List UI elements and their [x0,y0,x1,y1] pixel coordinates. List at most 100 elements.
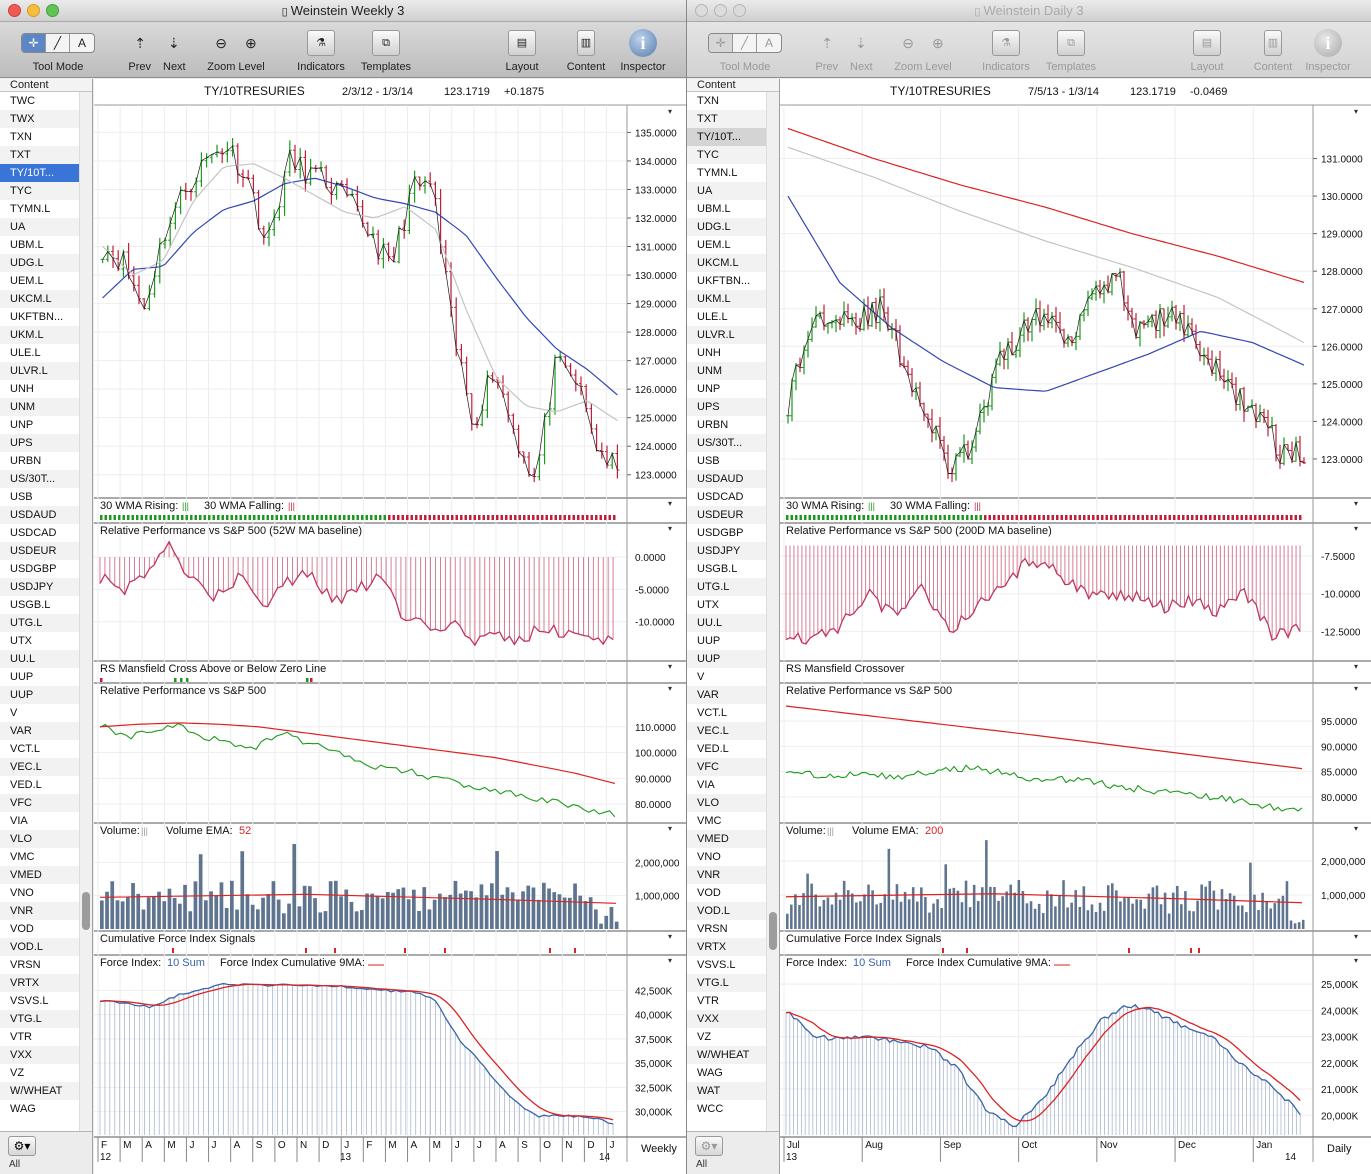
list-item[interactable]: VNR [687,866,767,884]
list-item[interactable]: ULVR.L [687,326,767,344]
list-item[interactable]: VTR [697,995,719,1007]
list-item[interactable]: UNP [697,383,721,395]
gear-icon[interactable]: ⚙▾ [8,1136,36,1156]
list-item[interactable]: ULE.L [697,311,728,323]
list-item[interactable]: UU.L [687,614,767,632]
list-item[interactable]: USDAUD [0,506,80,524]
prev-button[interactable]: Prev [128,61,151,73]
list-item[interactable]: URBN [697,419,729,431]
minimize-button[interactable] [714,4,727,17]
list-item[interactable]: UKM.L [0,326,80,344]
all-filter-label[interactable]: All [9,1159,21,1170]
list-item[interactable]: UKFTBN... [697,275,751,287]
list-item[interactable]: VCT.L [697,707,727,719]
list-item[interactable]: VNO [10,887,34,899]
list-item[interactable]: V [697,671,705,683]
layout-button[interactable]: Layout [1190,61,1224,73]
list-item[interactable]: VLO [687,794,767,812]
list-item[interactable]: VTG.L [0,1010,80,1028]
list-item[interactable]: VMED [0,866,80,884]
list-item[interactable]: VSVS.L [10,995,49,1007]
list-item[interactable]: VOD [10,923,34,935]
list-item[interactable]: TWX [0,110,80,128]
list-item[interactable]: W/WHEAT [687,1046,767,1064]
prev-button[interactable]: Prev [815,61,838,73]
list-item[interactable]: VFC [687,758,767,776]
list-item[interactable]: USDGBP [697,527,744,539]
info-icon[interactable]: i [1314,29,1342,57]
list-item[interactable]: UPS [0,434,80,452]
content-icon[interactable]: ▥ [577,30,595,56]
prev-arrow-icon[interactable]: ⇡ [821,34,833,51]
crosshair-icon[interactable]: ✛ [22,34,46,52]
list-item[interactable]: WCC [697,1103,724,1115]
list-item[interactable]: ULVR.L [0,362,80,380]
list-item[interactable]: W/WHEAT [0,1082,80,1100]
list-item[interactable]: TXT [687,110,767,128]
zoom-in-icon[interactable]: ⊕ [245,34,257,51]
list-item[interactable]: USDGBP [10,563,57,575]
crosshair-icon[interactable]: ✛ [709,34,733,52]
tool-mode-segment[interactable]: ✛ ╱ A [708,33,782,53]
indicators-icon[interactable]: ⚗ [307,30,335,56]
list-item[interactable]: VSVS.L [697,959,736,971]
list-item[interactable]: VOD.L [687,902,767,920]
list-item[interactable]: VCT.L [10,743,40,755]
scroll-thumb[interactable] [769,912,777,950]
line-tool-icon[interactable]: ╱ [733,34,757,52]
list-item[interactable]: VTG.L [687,974,767,992]
list-item[interactable]: VAR [0,722,80,740]
indicators-button[interactable]: Indicators [982,61,1030,73]
indicators-icon[interactable]: ⚗ [992,30,1020,56]
list-item[interactable]: UA [0,218,80,236]
sidebar-scrollbar[interactable] [766,92,779,1131]
zoom-in-icon[interactable]: ⊕ [932,34,944,51]
list-item[interactable]: VIA [10,815,28,827]
list-item[interactable]: UEM.L [10,275,44,287]
list-item[interactable]: TY/10T... [687,128,767,146]
list-item[interactable]: TXN [10,131,32,143]
right-chart-area[interactable]: TY/10TRESURIES 7/5/13 - 1/3/14 123.1719 -0.… [780,79,1371,1174]
list-item[interactable]: US/30T... [687,434,767,452]
list-item[interactable]: VAR [687,686,767,704]
content-button[interactable]: Content [1253,61,1293,73]
list-item[interactable]: UKCM.L [0,290,80,308]
templates-icon[interactable]: ⧉ [1057,30,1085,56]
sidebar-scrollbar[interactable] [79,92,92,1131]
left-chart-svg[interactable]: TY/10TRESURIES 2/3/12 - 1/3/14 123.1719 +0.… [94,79,686,1174]
list-item[interactable]: USB [697,455,720,467]
list-item[interactable]: WAG [697,1067,723,1079]
templates-button[interactable]: Templates [360,61,412,73]
list-item[interactable]: TXT [0,146,80,164]
list-item[interactable]: UNH [10,383,34,395]
list-item[interactable]: VLO [0,830,80,848]
list-item[interactable]: USGB.L [697,563,738,575]
list-item[interactable]: VED.L [10,779,42,791]
list-item[interactable]: VXX [687,1010,767,1028]
list-item[interactable]: VIA [697,779,715,791]
list-item[interactable]: UUP [10,671,34,683]
scroll-thumb[interactable] [82,892,90,930]
text-tool-icon[interactable]: A [77,36,86,50]
list-item[interactable]: VZ [10,1067,25,1079]
list-item[interactable]: UNP [10,419,34,431]
list-item[interactable]: ULE.L [10,347,41,359]
list-item[interactable]: UPS [687,398,767,416]
minimize-button[interactable] [27,4,40,17]
list-item[interactable]: TYC [687,146,767,164]
list-item[interactable]: USDJPY [687,542,767,560]
list-item[interactable]: VRSN [697,923,728,935]
list-item[interactable]: WAG [10,1103,36,1115]
list-item[interactable]: VNR [0,902,80,920]
list-item[interactable]: TYMN.L [10,203,51,215]
list-item[interactable]: TYC [0,182,80,200]
list-item[interactable]: USDCAD [10,527,57,539]
list-item[interactable]: UUP [0,686,80,704]
list-item[interactable]: VRTX [0,974,80,992]
list-item[interactable]: UU.L [0,650,80,668]
list-item[interactable]: UTX [697,599,719,611]
symbol-list[interactable]: TWC TWX TXN TXT TY/10T... TYC TYMN.L UA UBM.L UDG… [0,92,80,1131]
list-item[interactable]: UUP [687,650,767,668]
list-item[interactable]: TYMN.L [697,167,738,179]
list-item[interactable]: VEC.L [687,722,767,740]
